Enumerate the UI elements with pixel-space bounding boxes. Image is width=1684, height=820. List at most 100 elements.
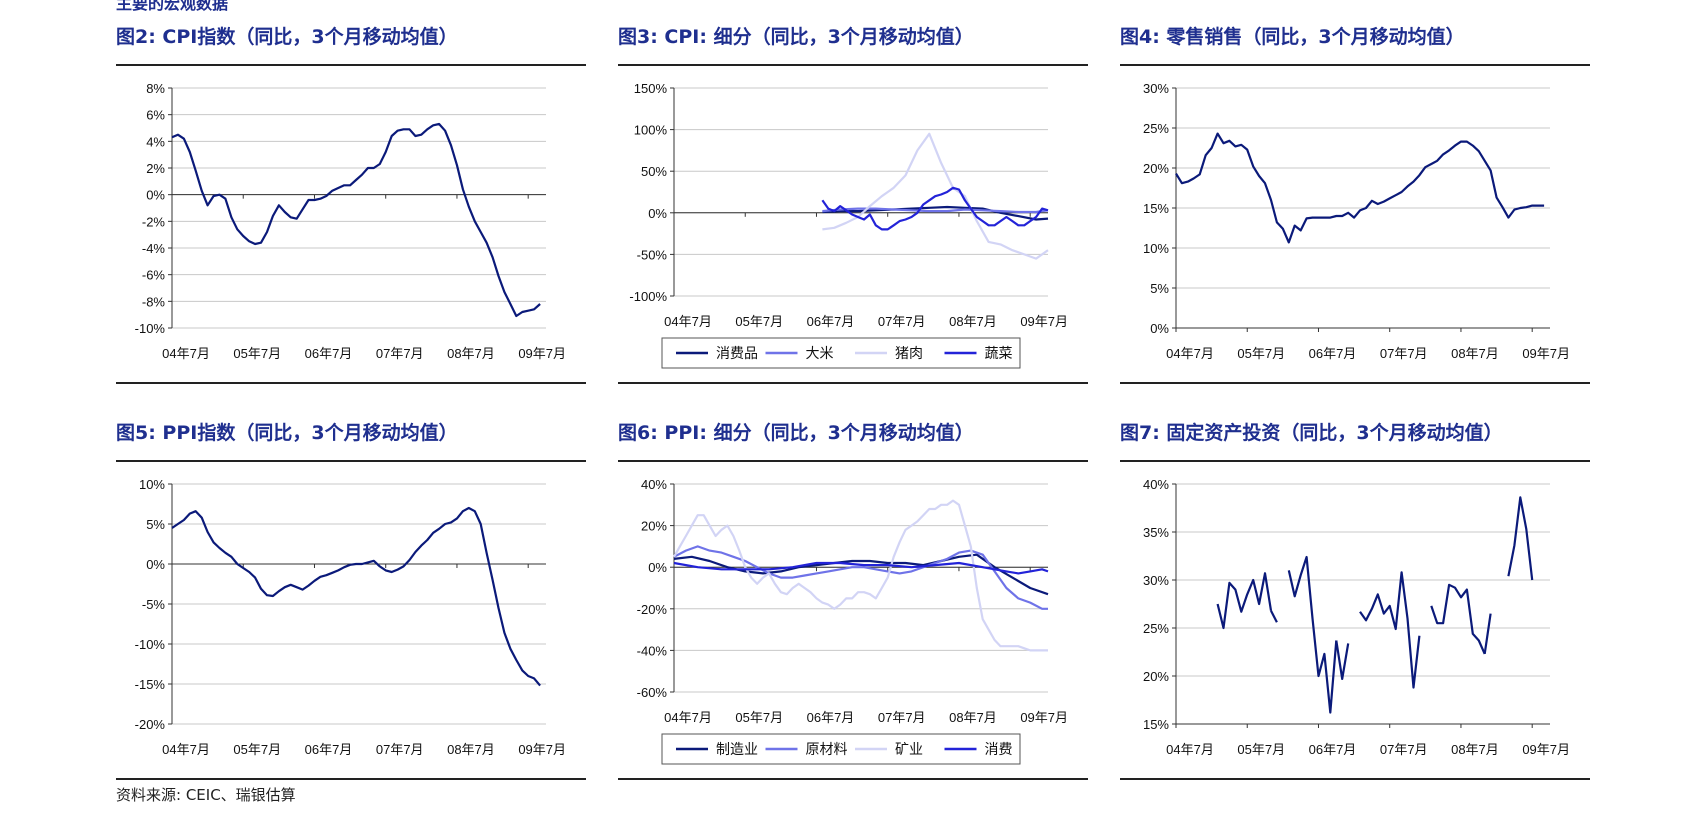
bottom-rule: [618, 382, 1088, 384]
y-tick-label: 2%: [146, 161, 165, 176]
y-tick-label: -15%: [135, 677, 166, 692]
panel-retail-sales: 图4: 零售销售（同比，3个月移动均值） 30% 25% 20% 15% 10% 5% 0%…: [1120, 22, 1590, 384]
x-tick-label: 07年7月: [1380, 742, 1428, 757]
y-tick-label: 30%: [1143, 573, 1169, 588]
y-tick-label: 35%: [1143, 525, 1169, 540]
y-tick-label: 15%: [1143, 717, 1169, 732]
y-tick-label: -20%: [135, 717, 166, 732]
series-line-main: [1270, 610, 1278, 623]
y-tick-label: -6%: [142, 268, 166, 283]
x-tick-label: 04年7月: [162, 346, 210, 361]
x-tick-label: 04年7月: [664, 710, 712, 725]
x-tick-label: 09年7月: [1522, 346, 1570, 361]
y-tick-label: 100%: [634, 123, 668, 138]
x-tick-label: 07年7月: [1380, 346, 1428, 361]
legend-label: 大米: [806, 345, 834, 361]
x-tick-label: 05年7月: [233, 742, 281, 757]
y-tick-label: 0%: [648, 560, 667, 575]
y-tick-label: 8%: [146, 81, 165, 96]
series-line-main: [1175, 132, 1545, 244]
series-line-消费品: [822, 205, 1049, 221]
x-tick-label: 08年7月: [1451, 742, 1499, 757]
chart-title-ppi-breakdown: 图6: PPI: 细分（同比，3个月移动均值）: [618, 422, 974, 444]
panel-cpi-breakdown: 图3: CPI: 细分（同比，3个月移动均值） 150% 100% 50% 0% -50…: [618, 22, 1088, 384]
title-rule: [116, 460, 586, 462]
y-tick-label: 10%: [139, 477, 165, 492]
series-line-矿业: [673, 499, 1048, 652]
chart-cpi-breakdown: 150% 100% 50% 0% -50% -100% 04年7月 05年7月 06年7月 07年…: [629, 81, 1068, 369]
x-tick-label: 09年7月: [518, 346, 566, 361]
x-tick-label: 04年7月: [1166, 742, 1214, 757]
legend-label: 消费品: [716, 345, 758, 361]
y-tick-label: -60%: [637, 685, 668, 700]
x-tick-label: 05年7月: [735, 314, 783, 329]
x-tick-label: 05年7月: [735, 710, 783, 725]
x-tick-label: 04年7月: [162, 742, 210, 757]
y-tick-label: 5%: [146, 517, 165, 532]
legend-label: 制造业: [716, 741, 758, 757]
legend-label: 消费: [985, 741, 1013, 757]
x-tick-label: 06年7月: [305, 346, 353, 361]
x-tick-label: 05年7月: [233, 346, 281, 361]
x-tick-label: 07年7月: [376, 346, 424, 361]
x-tick-label: 04年7月: [664, 314, 712, 329]
legend-label: 猪肉: [895, 345, 923, 361]
y-tick-label: 150%: [634, 81, 668, 96]
title-rule: [116, 64, 586, 66]
chart-title-ppi-index: 图5: PPI指数（同比，3个月移动均值）: [116, 422, 458, 444]
series-line-制造业: [673, 553, 1049, 596]
y-tick-label: 4%: [146, 134, 165, 149]
title-rule: [1120, 460, 1590, 462]
y-tick-label: 10%: [1143, 241, 1169, 256]
chart-ppi-index: 10% 5% 0% -5% -10% -15% -20% 04年7月 05年7月 06年7月 07年…: [135, 477, 566, 757]
bottom-rule: [618, 778, 1088, 780]
y-tick-label: -50%: [637, 247, 668, 262]
legend-label: 原材料: [806, 741, 848, 757]
bottom-rule: [1120, 382, 1590, 384]
y-tick-label: 20%: [1143, 669, 1169, 684]
series-line-大米: [822, 207, 1049, 214]
x-tick-label: 08年7月: [949, 314, 997, 329]
x-tick-label: 07年7月: [878, 710, 926, 725]
x-tick-label: 06年7月: [305, 742, 353, 757]
x-tick-label: 05年7月: [1237, 742, 1285, 757]
y-tick-label: -20%: [637, 602, 668, 617]
y-tick-label: 50%: [641, 164, 667, 179]
y-tick-label: -40%: [637, 643, 668, 658]
x-tick-label: 09年7月: [1020, 710, 1068, 725]
y-tick-label: 25%: [1143, 121, 1169, 136]
y-tick-label: 40%: [641, 477, 667, 492]
x-tick-label: 07年7月: [376, 742, 424, 757]
x-tick-label: 06年7月: [1309, 742, 1357, 757]
panel-cpi-index: 图2: CPI指数（同比，3个月移动均值） 8% 6% 4% 2% 0% -2% -4% -6…: [116, 22, 586, 384]
legend-label: 矿业: [895, 741, 923, 757]
series-line-main: [1335, 640, 1350, 680]
y-tick-label: 0%: [146, 557, 165, 572]
partial-section-heading: 主要的宏观数据: [116, 0, 229, 13]
y-tick-label: 5%: [1150, 281, 1169, 296]
y-tick-label: -10%: [135, 321, 166, 336]
bottom-rule: [116, 778, 586, 780]
x-tick-label: 08年7月: [447, 346, 495, 361]
series-line-main: [1483, 613, 1492, 655]
y-tick-label: 6%: [146, 108, 165, 123]
x-tick-label: 06年7月: [807, 314, 855, 329]
series-line-蔬菜: [821, 186, 1049, 231]
y-tick-label: 20%: [1143, 161, 1169, 176]
source-note: 资料来源: CEIC、瑞银估算: [116, 786, 296, 804]
x-tick-label: 08年7月: [949, 710, 997, 725]
series-line-原材料: [673, 545, 1048, 610]
chart-title-cpi-index: 图2: CPI指数（同比，3个月移动均值）: [116, 26, 458, 48]
y-tick-label: -2%: [142, 214, 166, 229]
x-tick-label: 07年7月: [878, 314, 926, 329]
y-tick-label: 30%: [1143, 81, 1169, 96]
panel-ppi-index: 图5: PPI指数（同比，3个月移动均值） 10% 5% 0% -5% -10% -15%…: [116, 418, 586, 780]
y-tick-label: 15%: [1143, 201, 1169, 216]
series-line-main: [171, 506, 541, 687]
legend-label: 蔬菜: [985, 345, 1013, 361]
chart-retail-sales: 30% 25% 20% 15% 10% 5% 0% 04年7月 05年7月 06年7月 07年7月 0…: [1143, 81, 1570, 361]
y-tick-label: 20%: [641, 519, 667, 534]
series-line-main: [1216, 572, 1273, 630]
chart-title-retail-sales: 图4: 零售销售（同比，3个月移动均值）: [1120, 26, 1465, 48]
series-line-main: [1430, 583, 1486, 655]
